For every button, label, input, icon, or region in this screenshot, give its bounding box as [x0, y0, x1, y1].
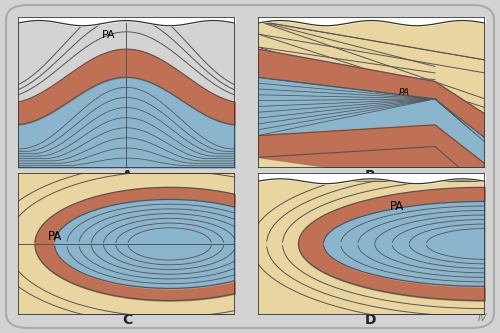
Polygon shape [258, 49, 485, 138]
Text: IV: IV [478, 313, 488, 323]
Text: PA: PA [398, 88, 409, 97]
Text: PA: PA [102, 30, 116, 40]
Polygon shape [258, 77, 485, 164]
Text: B: B [364, 169, 376, 183]
Polygon shape [258, 125, 485, 190]
Text: D: D [364, 313, 376, 327]
FancyBboxPatch shape [6, 5, 494, 328]
Text: C: C [122, 313, 132, 327]
Text: PA: PA [48, 230, 62, 243]
Text: A: A [122, 169, 133, 183]
Text: PA: PA [390, 199, 404, 212]
